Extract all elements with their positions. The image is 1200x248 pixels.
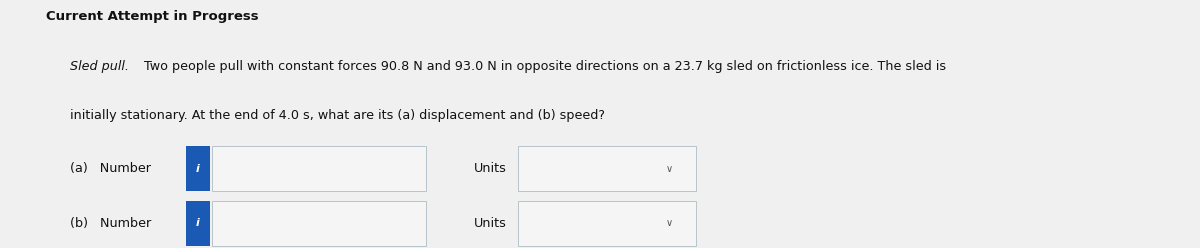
Text: Sled pull.: Sled pull.: [70, 60, 128, 72]
Text: ∨: ∨: [666, 164, 673, 174]
FancyBboxPatch shape: [212, 201, 426, 246]
Text: Units: Units: [474, 217, 506, 230]
FancyBboxPatch shape: [212, 146, 426, 191]
Text: Units: Units: [474, 162, 506, 175]
Text: i: i: [196, 218, 200, 228]
FancyBboxPatch shape: [518, 146, 696, 191]
FancyBboxPatch shape: [518, 201, 696, 246]
Text: Current Attempt in Progress: Current Attempt in Progress: [46, 10, 258, 23]
FancyBboxPatch shape: [186, 201, 210, 246]
Text: Two people pull with constant forces 90.8 N and 93.0 N in opposite directions on: Two people pull with constant forces 90.…: [140, 60, 947, 72]
FancyBboxPatch shape: [186, 146, 210, 191]
Text: initially stationary. At the end of 4.0 s, what are its (a) displacement and (b): initially stationary. At the end of 4.0 …: [70, 109, 605, 122]
Text: ∨: ∨: [666, 218, 673, 228]
Text: (a)   Number: (a) Number: [70, 162, 151, 175]
Text: i: i: [196, 164, 200, 174]
Text: (b)   Number: (b) Number: [70, 217, 151, 230]
